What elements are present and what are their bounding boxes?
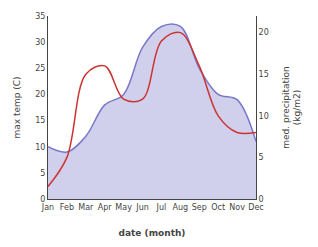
svg-text:35: 35 (35, 12, 45, 21)
svg-text:15: 15 (35, 116, 45, 125)
svg-text:0: 0 (259, 195, 264, 204)
svg-text:May: May (115, 203, 132, 212)
svg-text:Nov: Nov (229, 203, 245, 212)
svg-text:20: 20 (35, 90, 45, 99)
svg-text:Oct: Oct (211, 203, 225, 212)
svg-text:15: 15 (259, 70, 269, 79)
svg-text:Mar: Mar (78, 203, 94, 212)
svg-text:date (month): date (month) (119, 228, 186, 238)
svg-text:10: 10 (259, 112, 269, 121)
svg-text:25: 25 (35, 64, 45, 73)
svg-text:20: 20 (259, 28, 269, 37)
svg-text:30: 30 (35, 38, 45, 47)
svg-text:Jan: Jan (41, 203, 54, 212)
svg-text:Jun: Jun (135, 203, 149, 212)
svg-text:10: 10 (35, 143, 45, 152)
svg-text:Dec: Dec (248, 203, 263, 212)
svg-text:Sep: Sep (192, 203, 207, 212)
svg-text:Apr: Apr (98, 203, 113, 212)
svg-text:max temp (C): max temp (C) (12, 76, 22, 138)
svg-text:0: 0 (40, 195, 45, 204)
svg-text:5: 5 (40, 169, 45, 178)
svg-text:5: 5 (259, 153, 264, 162)
svg-text:med. precipitation(kg/m2): med. precipitation(kg/m2) (281, 66, 303, 148)
svg-text:Jul: Jul (156, 203, 167, 212)
svg-text:Aug: Aug (173, 203, 189, 212)
svg-text:Feb: Feb (60, 203, 74, 212)
